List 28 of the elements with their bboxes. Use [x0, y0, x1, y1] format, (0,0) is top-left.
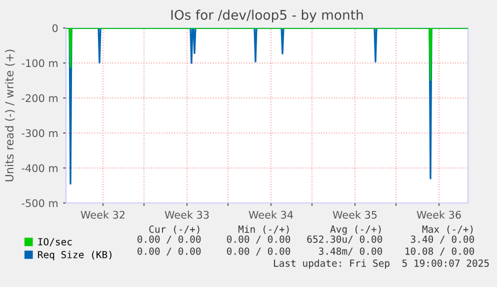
text: 0.00 / 0.00 — [138, 235, 201, 244]
y-tick-label: -200 m — [22, 94, 58, 102]
text: 0.00 / 0.00 — [226, 247, 290, 256]
text: Min (-/+) — [238, 225, 289, 234]
text: Cur (-/+) — [149, 225, 200, 234]
text: Avg (-/+) — [330, 225, 381, 235]
text: 652.30u/ 0.00 — [307, 235, 382, 244]
x-tick-label: Week 35 — [332, 210, 377, 219]
text: 0.00 / 0.00 — [138, 247, 201, 256]
y-tick-label: 0 — [52, 24, 58, 32]
text: Max (-/+) — [422, 225, 473, 234]
y-tick-label: -500 m — [22, 199, 58, 208]
chart-title: IOs for /dev/loop5 - by month — [171, 10, 363, 22]
y-tick-label: -100 m — [22, 59, 58, 68]
x-tick-label: Week 33 — [164, 210, 209, 219]
text: 3.48m/ 0.00 — [318, 247, 382, 256]
x-tick-label: Week 32 — [80, 210, 125, 219]
text: Last update: Fri Sep 5 19:00:07 2025 — [274, 259, 489, 269]
text: 3.40 / 0.00 — [410, 235, 474, 244]
text: 10.08 / 0.00 — [406, 247, 474, 256]
x-tick-label: Week 36 — [416, 210, 461, 219]
legend-label: Req Size (KB) — [38, 250, 112, 260]
y-axis-title: Units read (-) / write (+) — [4, 50, 15, 182]
legend-label: IO/sec — [38, 238, 72, 246]
y-tick-label: -300 m — [22, 129, 58, 138]
y-tick-label: -400 m — [22, 164, 58, 172]
x-tick-label: Week 34 — [248, 210, 293, 219]
text: 0.00 / 0.00 — [226, 235, 290, 244]
